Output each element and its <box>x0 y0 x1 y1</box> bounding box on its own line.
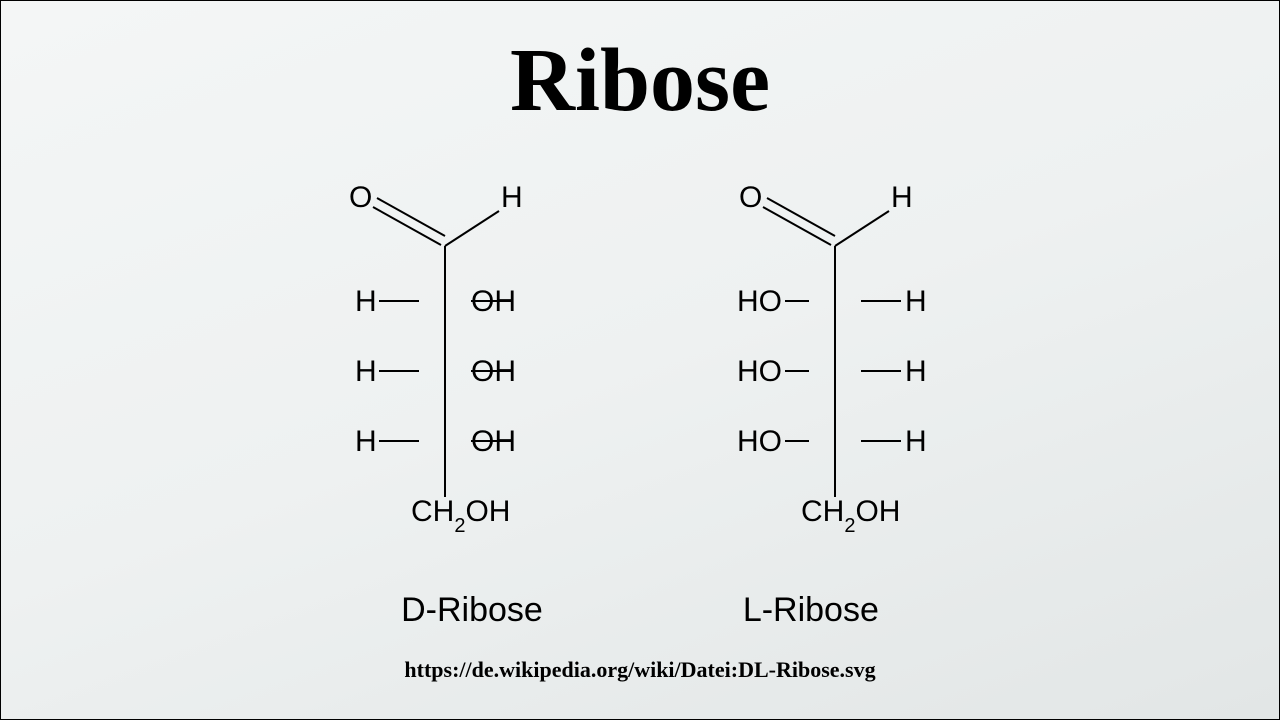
source-url: https://de.wikipedia.org/wiki/Datei:DL-R… <box>1 657 1279 683</box>
molecule-d-ribose: O H H OH H OH H OH CH2OH <box>315 171 575 551</box>
atom-left-1: H <box>355 287 377 317</box>
atom-h: H <box>501 183 523 213</box>
atom-right-3: OH <box>471 427 516 457</box>
atom-right-3: H <box>905 427 927 457</box>
atom-right-1: OH <box>471 287 516 317</box>
atom-left-2: H <box>355 357 377 387</box>
molecule-l-ribose: O H HO H HO H HO H CH2OH <box>705 171 965 551</box>
page-title: Ribose <box>1 29 1279 132</box>
molecule-row: O H H OH H OH H OH CH2OH O H HO H HO H H… <box>1 171 1279 551</box>
label-row: D-Ribose L-Ribose <box>1 591 1279 630</box>
label-l-ribose: L-Ribose <box>743 591 879 630</box>
atom-o: O <box>349 183 372 213</box>
label-d-ribose: D-Ribose <box>401 591 543 630</box>
atom-right-2: OH <box>471 357 516 387</box>
bonds-svg <box>315 171 575 551</box>
atom-o: O <box>739 183 762 213</box>
atom-bottom: CH2OH <box>411 497 510 532</box>
atom-left-1: HO <box>737 287 782 317</box>
atom-left-2: HO <box>737 357 782 387</box>
atom-left-3: H <box>355 427 377 457</box>
atom-h: H <box>891 183 913 213</box>
atom-bottom: CH2OH <box>801 497 900 532</box>
atom-left-3: HO <box>737 427 782 457</box>
atom-right-1: H <box>905 287 927 317</box>
atom-right-2: H <box>905 357 927 387</box>
